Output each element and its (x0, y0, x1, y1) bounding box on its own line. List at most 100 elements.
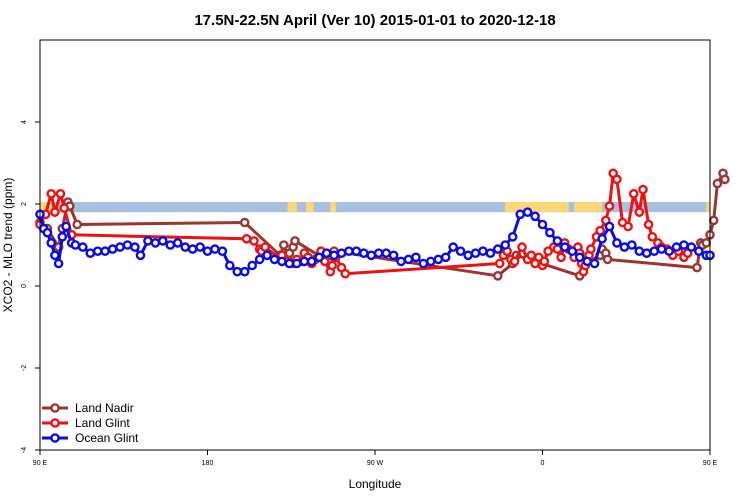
point-ocean-glint (597, 233, 607, 244)
point-land-glint (50, 207, 60, 217)
point-ocean-glint (470, 248, 481, 258)
land-segment (306, 201, 314, 213)
point-land-glint (260, 242, 271, 252)
point-ocean-glint (627, 240, 637, 250)
point-land-glint (612, 174, 622, 185)
point-ocean-glint (210, 244, 220, 254)
point-ocean-glint (358, 248, 369, 258)
point-ocean-glint (92, 246, 103, 256)
point-ocean-glint (224, 260, 235, 271)
point-ocean-glint (440, 252, 451, 263)
point-ocean-glint (180, 242, 190, 252)
point-land-glint (556, 252, 566, 263)
point-ocean-glint (373, 248, 384, 258)
point-ocean-glint (671, 242, 682, 252)
point-land-nadir (72, 219, 82, 230)
point-land-glint (595, 225, 606, 236)
point-ocean-glint (122, 240, 133, 250)
point-ocean-glint (247, 260, 257, 271)
point-ocean-glint (686, 242, 697, 252)
x-tick-label: 90 E (33, 460, 48, 467)
x-axis-label: Longitude (349, 477, 402, 491)
y-tick-label: 2 (21, 202, 28, 206)
x-axis: 90 E 180 90 W 0 90 E (33, 450, 718, 467)
point-ocean-glint (100, 246, 110, 256)
point-land-glint (638, 184, 648, 195)
point-land-glint (59, 203, 69, 213)
point-ocean-glint (165, 240, 176, 250)
point-ocean-glint (455, 246, 466, 256)
point-ocean-glint (172, 238, 183, 248)
point-ocean-glint (381, 248, 392, 258)
point-ocean-glint (135, 250, 146, 261)
point-land-glint (552, 244, 563, 254)
point-ocean-glint (500, 240, 511, 250)
point-land-glint (526, 250, 537, 261)
legend-label-ocean-glint: Ocean Glint (75, 431, 139, 445)
point-land-glint (628, 188, 639, 199)
point-ocean-glint (463, 250, 473, 261)
x-tick-label: 90 W (367, 460, 384, 467)
point-ocean-glint (336, 248, 347, 258)
point-ocean-glint (492, 244, 503, 254)
point-ocean-glint (78, 242, 88, 252)
point-ocean-glint (396, 256, 406, 267)
point-ocean-glint (254, 254, 265, 265)
point-ocean-glint (537, 219, 548, 230)
x-tick-label: 90 E (703, 460, 718, 467)
point-land-glint (586, 244, 596, 254)
point-ocean-glint (291, 258, 302, 269)
point-ocean-glint (694, 246, 704, 256)
point-ocean-glint (448, 242, 459, 252)
point-ocean-glint (485, 248, 496, 258)
point-land-glint (647, 231, 658, 242)
point-ocean-glint (232, 266, 243, 277)
point-ocean-glint (299, 256, 310, 267)
legend-label-land-glint: Land Glint (75, 416, 130, 430)
point-ocean-glint (582, 256, 593, 267)
point-land-glint (494, 258, 505, 269)
x-tick-label: 180 (202, 460, 214, 467)
plot-area-frame (39, 39, 711, 451)
point-land-nadir (712, 178, 723, 189)
legend-marker-ocean-glint (50, 433, 60, 443)
point-land-glint (327, 260, 338, 271)
point-ocean-glint (284, 258, 295, 269)
point-land-nadir (290, 236, 300, 246)
point-ocean-glint (545, 227, 555, 238)
point-ocean-glint (656, 244, 667, 254)
point-ocean-glint (649, 246, 660, 256)
point-ocean-glint (403, 254, 414, 265)
point-land-glint (604, 201, 615, 211)
point-ocean-glint (53, 258, 64, 269)
point-land-glint (241, 233, 252, 244)
point-ocean-glint (42, 227, 53, 238)
point-ocean-glint (150, 238, 161, 248)
point-land-glint (46, 188, 57, 199)
land-segment (40, 201, 52, 213)
point-ocean-glint (314, 252, 325, 263)
point-ocean-glint (560, 242, 570, 252)
point-ocean-glint (425, 256, 436, 267)
point-ocean-glint (329, 250, 339, 261)
y-axis: -4 -2 0 2 4 (21, 120, 40, 453)
point-ocean-glint (478, 246, 488, 256)
point-ocean-glint (195, 242, 205, 252)
ocean-band (40, 201, 710, 213)
point-ocean-glint (619, 242, 630, 252)
point-ocean-glint (107, 244, 118, 254)
x-tick-label: 0 (541, 460, 545, 467)
land-segment (505, 201, 524, 213)
point-land-nadir (701, 238, 712, 248)
point-ocean-glint (507, 231, 518, 242)
point-ocean-glint (552, 236, 563, 246)
land-segment (330, 201, 336, 213)
point-ocean-glint (433, 254, 444, 265)
point-land-nadir (602, 254, 613, 265)
point-land-glint (539, 256, 550, 267)
point-ocean-glint (567, 246, 578, 256)
point-land-glint (55, 188, 66, 199)
point-land-nadir (278, 240, 289, 250)
point-ocean-glint (85, 248, 96, 258)
